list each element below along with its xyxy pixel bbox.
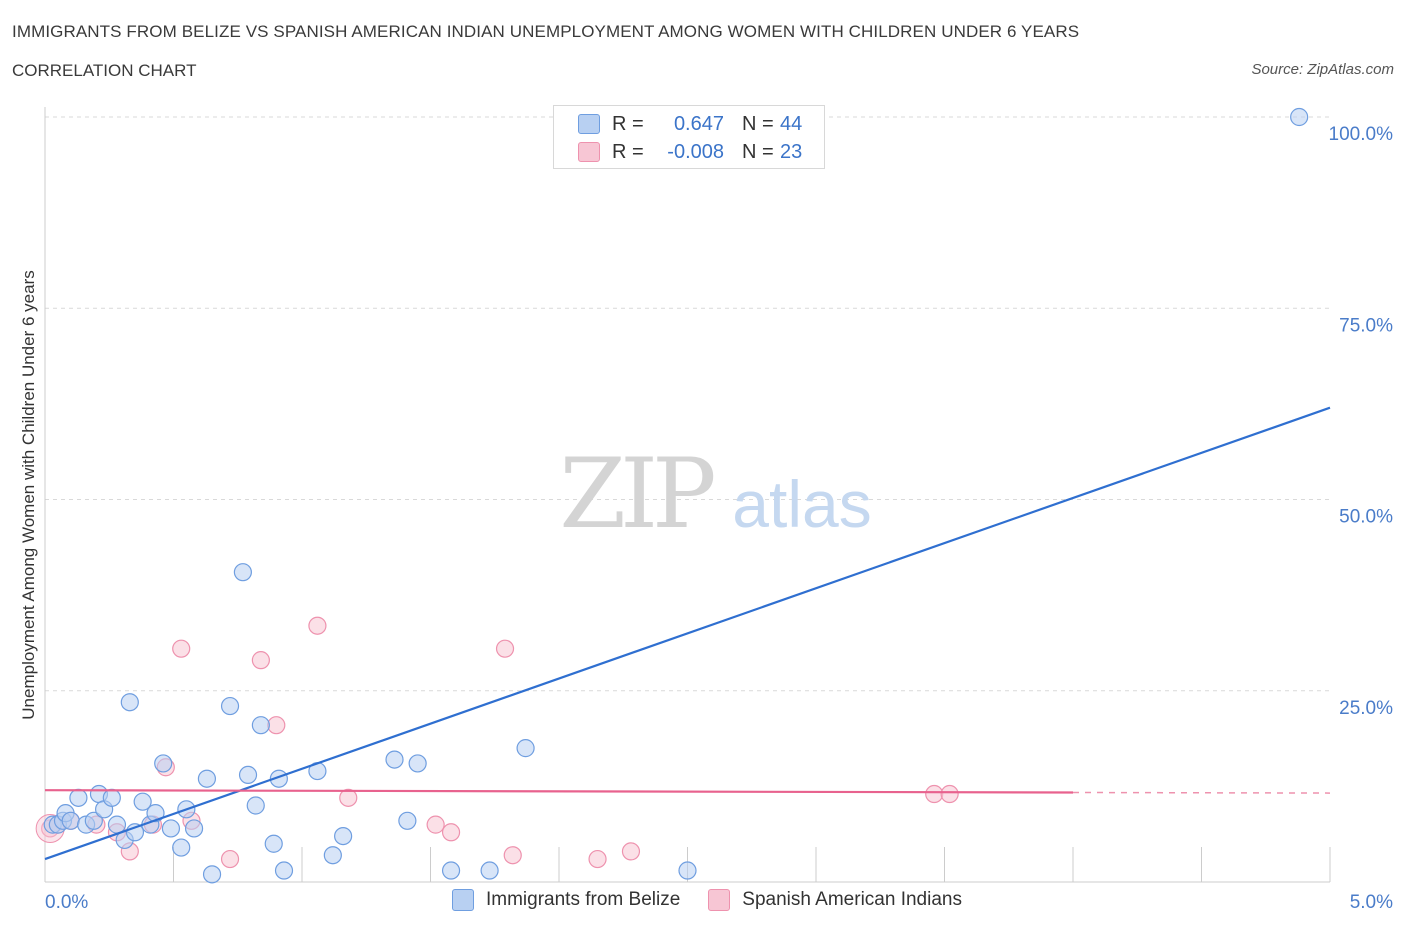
belize-point	[61, 811, 80, 830]
spanish-american-indian-point	[940, 784, 959, 804]
r-label: R =	[612, 112, 644, 135]
belize-point	[678, 861, 697, 880]
belize-point	[120, 693, 139, 712]
belize-legend-swatch	[452, 889, 474, 911]
n-label: N =	[742, 112, 774, 135]
n-value: 44	[780, 112, 803, 135]
belize-point	[233, 563, 252, 582]
y-tick-label: 100.0%	[1329, 124, 1394, 145]
belize-point	[1290, 107, 1309, 127]
spanish-american-indian-point	[251, 651, 270, 670]
y-tick-label: 25.0%	[1339, 698, 1393, 719]
belize-point	[264, 834, 283, 853]
y-axis-label: Unemployment Among Women with Children U…	[19, 270, 38, 719]
spanish-american-indian-point	[925, 784, 944, 804]
n-label: N =	[742, 140, 774, 163]
spanish-american-indian-point	[588, 849, 607, 869]
belize-point	[274, 861, 294, 880]
belize-point	[84, 811, 103, 830]
spanish-american-indian-point	[220, 849, 240, 869]
spanish-american-indian-point	[503, 846, 522, 865]
belize-point	[102, 788, 121, 807]
belize-point	[334, 826, 353, 846]
belize-point	[161, 819, 181, 838]
belize-point	[202, 865, 222, 884]
r-label: R =	[612, 140, 644, 163]
belize-point	[480, 861, 499, 880]
spanish-american-indian-point	[339, 788, 358, 807]
watermark-zip: ZIP	[559, 438, 714, 550]
legend-label: Spanish American Indians	[742, 889, 962, 910]
belize-point	[197, 769, 217, 788]
spanish-american-indian-point	[441, 823, 461, 842]
immigrants-from-belize-points	[43, 107, 1309, 884]
belize-point	[398, 811, 417, 830]
spanish-american-indian-point	[621, 842, 641, 861]
belize-point	[220, 696, 240, 716]
belize-point	[133, 792, 152, 811]
x-tick-label: 0.0%	[45, 892, 88, 913]
belize-point	[246, 796, 265, 815]
series-legend: Immigrants from Belize Spanish American …	[452, 889, 990, 911]
watermark-atlas: atlas	[732, 467, 871, 541]
spanish-american-indian-point	[267, 716, 286, 735]
n-value: 23	[780, 140, 803, 163]
spanish-american-indian-point	[172, 639, 191, 658]
tick-labels: 100.0% 75.0% 50.0% 25.0% 0.0% 5.0%	[45, 124, 1393, 913]
belize-trend-line	[44, 406, 1331, 861]
spanish-swatch	[578, 142, 600, 162]
stats-legend: R = 0.647 N = 44 R = -0.008 N = 23	[553, 105, 825, 169]
belize-point	[69, 788, 88, 807]
x-tick-label: 5.0%	[1350, 892, 1393, 913]
belize-swatch	[578, 114, 600, 134]
r-value: 0.647	[673, 112, 724, 135]
belize-point	[172, 838, 191, 857]
spanish-legend-swatch	[708, 889, 731, 911]
chart-subtitle: CORRELATION CHART	[12, 61, 197, 80]
belize-point	[408, 754, 427, 773]
chart-title: IMMIGRANTS FROM BELIZE VS SPANISH AMERIC…	[12, 22, 1080, 41]
spanish-trend-extension	[1072, 791, 1331, 794]
y-tick-label: 50.0%	[1339, 507, 1393, 528]
spanish-trend-line	[44, 789, 1074, 794]
stats-legend-row-spanish: R = -0.008 N = 23	[578, 140, 802, 164]
belize-point	[516, 739, 535, 758]
legend-item-spanish: Spanish American Indians	[708, 889, 962, 911]
legend-label: Immigrants from Belize	[486, 889, 681, 910]
gridlines	[45, 116, 1330, 692]
belize-point	[323, 846, 342, 865]
y-tick-label: 75.0%	[1339, 315, 1393, 336]
trend-lines	[44, 406, 1331, 861]
watermark: ZIP atlas	[559, 438, 871, 550]
spanish-american-indian-point	[308, 616, 327, 635]
belize-point	[238, 765, 258, 785]
belize-point	[385, 750, 404, 769]
belize-point	[251, 716, 270, 735]
legend-item-belize: Immigrants from Belize	[452, 889, 680, 911]
stats-legend-row-belize: R = 0.647 N = 44	[578, 112, 802, 136]
belize-point	[154, 754, 173, 773]
belize-point	[146, 804, 165, 823]
r-value: -0.008	[667, 140, 724, 163]
source-credit: Source: ZipAtlas.com	[1251, 61, 1394, 78]
spanish-american-indian-point	[426, 815, 445, 834]
belize-point	[441, 861, 461, 880]
spanish-american-indian-point	[495, 639, 515, 658]
belize-point	[184, 819, 204, 838]
